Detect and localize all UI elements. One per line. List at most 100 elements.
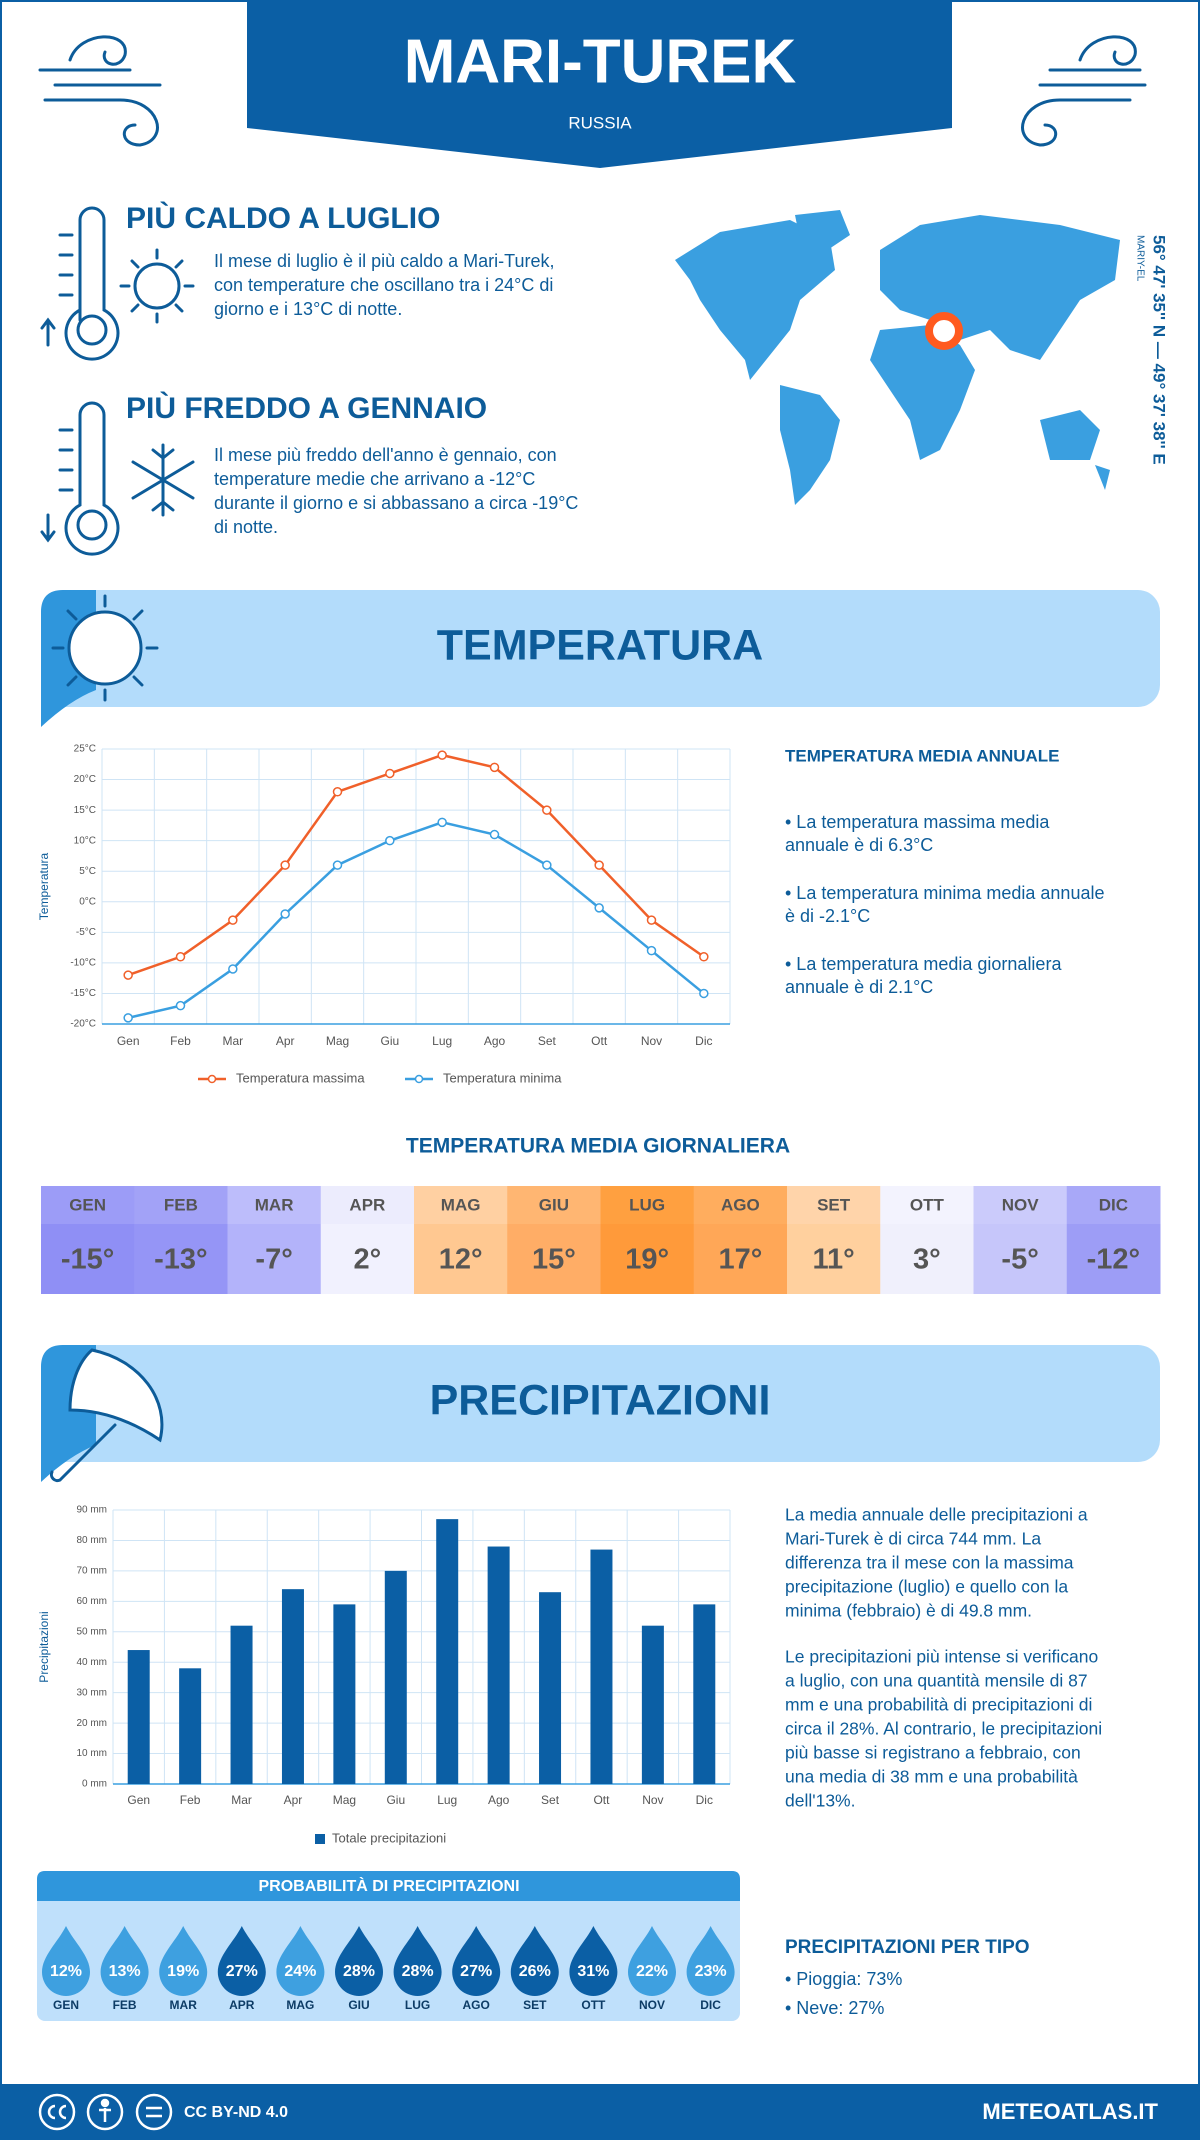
table-value-cell xyxy=(787,1224,881,1294)
summary-text: • La temperatura massima media xyxy=(785,812,1050,832)
y-tick-label: 15°C xyxy=(74,805,96,816)
drop-label: 13% xyxy=(109,1963,141,1980)
x-tick-label: Nov xyxy=(641,1034,662,1048)
fact-text: giorno e i 13°C di notte. xyxy=(214,299,402,319)
point xyxy=(437,817,447,828)
x-tick-label: Set xyxy=(538,1034,557,1048)
drop-month: GEN xyxy=(53,1998,79,2012)
probability-header xyxy=(37,1871,740,1901)
wind-icon xyxy=(1021,35,1147,147)
y-tick-label: 0°C xyxy=(79,896,96,907)
point xyxy=(699,988,709,999)
section-title: PRECIPITAZIONI xyxy=(430,1376,771,1424)
y-tick-label: 0 mm xyxy=(82,1779,107,1790)
table-value-cell xyxy=(134,1224,228,1294)
region: MARIY-EL xyxy=(1134,235,1145,282)
paragraph-text: a luglio, con una quantità mensile di 87 xyxy=(785,1671,1088,1691)
table-value-cell xyxy=(507,1224,601,1294)
fact-text: con temperature che oscillano tra i 24°C… xyxy=(214,275,553,295)
y-tick-label: -10°C xyxy=(70,958,96,969)
drop-label: 22% xyxy=(636,1963,668,1980)
y-tick-label: 80 mm xyxy=(76,1535,107,1546)
y-tick-label: -5°C xyxy=(76,927,96,938)
point xyxy=(280,860,290,870)
table-header-cell xyxy=(693,1186,788,1224)
x-tick-label: Dic xyxy=(695,1034,712,1048)
table-header-cell xyxy=(507,1186,601,1224)
x-tick-label: Lug xyxy=(437,1793,457,1807)
table-value: 17° xyxy=(718,1244,762,1276)
paragraph-text: differenza tra il mese con la massima xyxy=(785,1553,1074,1573)
point xyxy=(437,750,447,760)
summary-text: annuale è di 2.1°C xyxy=(785,977,933,997)
fact-text: durante il giorno e si abbassano a circa… xyxy=(214,493,578,513)
x-tick-label: Gen xyxy=(117,1034,140,1048)
point xyxy=(646,945,657,956)
bar xyxy=(641,1625,664,1784)
x-tick-label: Feb xyxy=(180,1793,201,1807)
paragraph-text: La media annuale delle precipitazioni a xyxy=(785,1505,1088,1525)
y-tick-label: 25°C xyxy=(74,744,96,755)
fact-title: PIÙ FREDDO A GENNAIO xyxy=(126,391,487,425)
point xyxy=(332,860,343,870)
table-value-cell xyxy=(693,1224,788,1294)
drop xyxy=(42,1926,90,1996)
drop-label: 27% xyxy=(226,1963,258,1980)
table-month: SET xyxy=(817,1195,851,1214)
x-tick-label: Mag xyxy=(326,1034,349,1048)
table-month: APR xyxy=(349,1195,385,1214)
x-tick-label: Ago xyxy=(488,1793,510,1807)
point xyxy=(594,860,604,870)
table-header-cell xyxy=(134,1186,228,1224)
table-value: -7° xyxy=(255,1244,292,1276)
type-item: • Neve: 27% xyxy=(785,1998,884,2018)
legend-marker xyxy=(207,1074,217,1084)
table-month: AGO xyxy=(721,1195,760,1214)
drop-month: SET xyxy=(523,1998,547,2012)
summary-title: TEMPERATURA MEDIA ANNUALE xyxy=(785,746,1060,765)
drop xyxy=(628,1926,676,1996)
drop-label: 24% xyxy=(284,1963,316,1980)
point xyxy=(489,829,500,840)
point xyxy=(594,903,604,913)
summary-text: • La temperatura minima media annuale xyxy=(785,883,1104,903)
footer-band xyxy=(0,2084,1200,2140)
x-tick-label: Dic xyxy=(696,1793,713,1807)
x-tick-label: Apr xyxy=(284,1793,303,1807)
series-line xyxy=(127,753,705,977)
drop xyxy=(217,1926,266,1996)
drop xyxy=(159,1926,208,1997)
summary-text: • La temperatura media giornaliera xyxy=(785,954,1062,974)
table-header-cell xyxy=(600,1186,695,1224)
y-tick-label: 10 mm xyxy=(76,1748,107,1759)
table-header-cell xyxy=(41,1186,135,1224)
point xyxy=(228,915,238,925)
table-header-cell xyxy=(227,1186,322,1224)
fact-text: temperature medie che arrivano a -12°C xyxy=(214,469,535,489)
point xyxy=(175,952,186,962)
table-month: DIC xyxy=(1099,1195,1128,1214)
table-value: -15° xyxy=(61,1244,115,1276)
table-value: -13° xyxy=(154,1244,208,1276)
table-header-cell xyxy=(880,1186,974,1224)
drop-month: OTT xyxy=(581,1998,606,2012)
bar xyxy=(590,1549,613,1784)
bar xyxy=(127,1650,150,1784)
table-month: GEN xyxy=(69,1195,106,1214)
x-tick-label: Mar xyxy=(222,1034,243,1048)
table-header-cell xyxy=(320,1186,415,1224)
x-tick-label: Ott xyxy=(591,1034,608,1048)
y-tick-label: 60 mm xyxy=(76,1596,107,1607)
fact-text: Il mese più freddo dell'anno è gennaio, … xyxy=(214,445,557,465)
drop-month: AGO xyxy=(463,1998,490,2012)
bar xyxy=(693,1604,716,1784)
legend-swatch xyxy=(315,1834,325,1844)
table-month: LUG xyxy=(629,1195,665,1214)
point xyxy=(228,964,238,974)
drop xyxy=(276,1926,325,1997)
paragraph-text: circa il 28%. Al contrario, le precipita… xyxy=(785,1719,1102,1739)
drop xyxy=(510,1926,559,1997)
table-value-cell xyxy=(41,1224,135,1294)
paragraph-text: Le precipitazioni più intense si verific… xyxy=(785,1647,1098,1667)
